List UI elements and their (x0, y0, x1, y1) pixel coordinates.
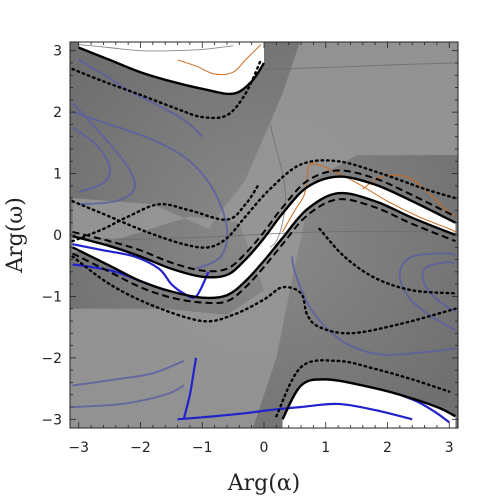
plot-area (70, 42, 458, 428)
contour-line-dashed (72, 198, 456, 305)
contour-line-gray (263, 62, 456, 70)
contour-line-orange (362, 174, 456, 217)
y-axis-label: Arg(ω) (3, 197, 28, 274)
contour-line-faint-blue (71, 102, 136, 206)
x-tick-label: 2 (383, 440, 392, 456)
x-tick-label: 3 (445, 440, 454, 456)
white-band-region (78, 42, 264, 94)
white-band-region (282, 379, 456, 428)
x-tick-label: 0 (260, 440, 269, 456)
contour-line-gray (72, 230, 456, 240)
contour-line-solid (281, 378, 456, 420)
contour-line-faint-blue (71, 126, 111, 193)
contour-line-dotted (71, 255, 457, 335)
contour-lines (71, 44, 457, 424)
y-tick-label: 1 (53, 167, 62, 183)
y-tick-label: 2 (53, 105, 62, 121)
contour-line-dotted (318, 227, 457, 295)
y-tick-label: −3 (41, 412, 62, 428)
contour-line-gray (269, 124, 287, 248)
contour-line-solid (78, 46, 266, 96)
y-tick-label: 3 (53, 44, 62, 60)
contour-line-faint-blue (421, 261, 456, 313)
y-axis: −3 −2 −1 0 1 2 3 (41, 44, 458, 428)
x-axis: −3 −2 −1 0 1 2 3 (68, 42, 454, 456)
contour-line-dotted (71, 58, 263, 120)
contour-line-dotted (71, 159, 457, 249)
contour-line-orange (177, 44, 262, 76)
contour-line-solid (72, 191, 456, 300)
contour-line-faint-blue (72, 360, 185, 387)
y-tick-label: 0 (53, 228, 62, 244)
contour-line-faint-blue (290, 256, 456, 356)
light-region (70, 42, 458, 428)
x-tick-label: 1 (321, 440, 330, 456)
contour-line-faint-blue (72, 111, 229, 270)
contour-line-solid (72, 175, 456, 279)
contour-line-orange (282, 163, 456, 233)
contour-line-blue (177, 402, 413, 421)
x-axis-label: Arg(α) (227, 471, 301, 496)
contour-line-blue (182, 357, 198, 420)
contour-line-dotted (275, 359, 451, 418)
x-tick-label: −1 (192, 440, 213, 456)
y-tick-label: −1 (41, 289, 62, 305)
contour-line-faint-blue (72, 384, 185, 409)
y-tick-label: −2 (41, 351, 62, 367)
x-tick-label: −2 (130, 440, 151, 456)
contour-line-dotted (71, 184, 260, 243)
contour-line-faint-blue (78, 59, 203, 138)
contour-line-gray (78, 44, 234, 52)
contour-line-dashed (72, 169, 456, 273)
contour-line-faint-blue (398, 252, 456, 332)
x-tick-label: −3 (68, 440, 89, 456)
